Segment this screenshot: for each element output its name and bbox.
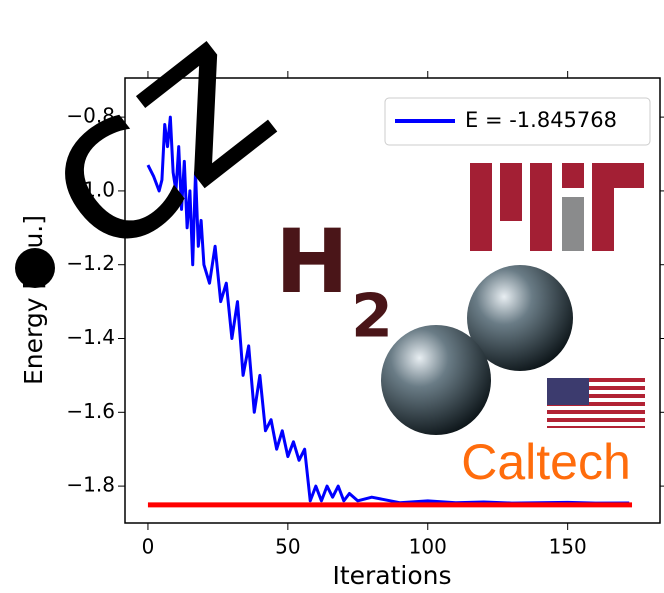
dot [15, 248, 55, 288]
x-tick-label: 50 [275, 535, 300, 559]
x-axis-label: Iterations [332, 561, 451, 590]
y-tick-label: −0.8 [66, 104, 115, 128]
y-tick-label: −1.4 [66, 325, 115, 349]
y-tick-label: −1.8 [66, 473, 115, 497]
legend-label: E = -1.845768 [465, 108, 617, 132]
x-tick-label: 0 [142, 535, 155, 559]
y-tick-label: −1.2 [66, 251, 115, 275]
us-flag [547, 378, 645, 428]
y-tick-label: −1.6 [66, 399, 115, 423]
x-tick-label: 100 [409, 535, 447, 559]
molecule [381, 265, 573, 435]
x-tick-label: 150 [549, 535, 587, 559]
chart: Iterations Energy [a. u.] czH2Caltech 05… [0, 0, 664, 593]
annotation: H [275, 210, 349, 313]
annotation: Caltech [461, 434, 631, 490]
y-axis-label: Energy [a. u.] [19, 215, 48, 385]
annotation: 2 [351, 282, 393, 352]
y-tick-label: −1.0 [66, 177, 115, 201]
mit-logo [470, 163, 644, 251]
